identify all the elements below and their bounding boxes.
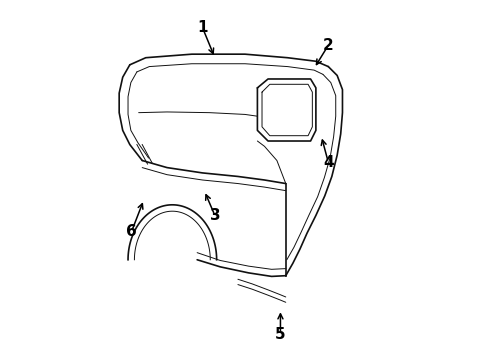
Text: 5: 5 bbox=[275, 327, 286, 342]
Text: 1: 1 bbox=[197, 20, 208, 35]
Text: 2: 2 bbox=[323, 38, 334, 53]
Text: 3: 3 bbox=[210, 208, 220, 223]
Text: 6: 6 bbox=[126, 224, 137, 239]
Text: 4: 4 bbox=[323, 155, 334, 170]
